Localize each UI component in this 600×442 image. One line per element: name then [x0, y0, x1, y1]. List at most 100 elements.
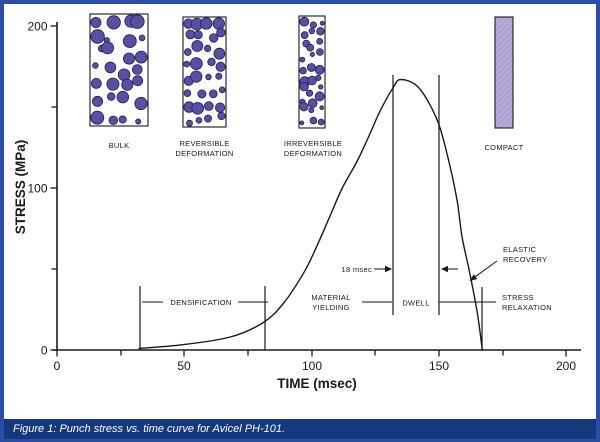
stage-reversible-label-1: REVERSIBLE	[179, 139, 229, 148]
particle-circle	[90, 110, 105, 125]
particle-circle	[183, 89, 192, 97]
particle-circle	[316, 48, 324, 56]
elastic-recovery-label-1: ELASTIC	[503, 245, 537, 254]
particle-circle	[123, 52, 136, 65]
particle-circle	[204, 44, 212, 53]
material-yielding-label-1: MATERIAL	[311, 293, 350, 302]
particle-circle	[106, 15, 121, 30]
particle-circle	[130, 14, 145, 29]
particle-circle	[106, 77, 120, 91]
particle-circle	[92, 95, 104, 107]
stage-compact-label: COMPACT	[484, 143, 523, 152]
x-axis-title: TIME (msec)	[277, 376, 357, 391]
particle-circle	[212, 17, 226, 30]
x-axis-ticks	[56, 350, 567, 357]
stage-bulk-label: BULK	[109, 141, 130, 150]
stage-reversible-label-2: DEFORMATION	[175, 149, 233, 158]
densification-label: DENSIFICATION	[170, 298, 231, 307]
particle-circle	[215, 72, 223, 80]
material-yielding-label-2: YIELDING	[312, 303, 349, 312]
y-axis-ticks	[50, 25, 57, 351]
particle-circle	[308, 107, 315, 114]
dwell-label: DWELL	[402, 299, 429, 308]
particle-circle	[132, 64, 143, 75]
particle-circle	[299, 16, 310, 27]
particle-circle	[309, 21, 317, 29]
y-tick-200: 200	[27, 20, 47, 34]
particle-circle	[314, 91, 325, 102]
particle-circle	[132, 75, 144, 87]
particle-circle	[299, 120, 305, 126]
particle-circle	[307, 75, 317, 86]
stress-relaxation-label-1: STRESS	[502, 293, 534, 302]
particle-circle	[306, 43, 315, 52]
stress-relaxation-label-2: RELAXATION	[502, 303, 552, 312]
particle-circle	[318, 84, 324, 90]
particle-circle	[309, 116, 318, 125]
x-tick-0: 0	[54, 359, 61, 373]
particle-circle	[106, 92, 116, 101]
particle-circle	[209, 89, 218, 99]
stage-compact: COMPACT	[484, 16, 523, 152]
particle-circle	[138, 34, 146, 42]
particle-circle	[134, 96, 148, 111]
particle-circle	[108, 115, 119, 126]
particle-circle	[299, 102, 309, 112]
particle-circle	[317, 118, 325, 126]
particle-circle	[135, 118, 142, 125]
stage-bulk: BULK	[89, 13, 149, 150]
particle-circle	[203, 114, 212, 123]
particle-circle	[305, 89, 314, 97]
particle-circle	[314, 64, 325, 75]
elastic-recovery-label-2: RECOVERY	[503, 255, 547, 264]
y-tick-100: 100	[27, 182, 47, 196]
particle-circle	[116, 90, 130, 104]
particle-circle	[90, 16, 102, 28]
particle-circle	[309, 52, 315, 58]
particle-circle	[121, 78, 134, 91]
x-tick-50: 50	[177, 359, 191, 373]
stage-irreversible-label-2: DEFORMATION	[284, 149, 342, 158]
x-tick-150: 150	[429, 359, 449, 373]
particle-circle	[134, 50, 148, 64]
stress-time-chart: 200 100 0 0 50 100 150 200 TIME (msec) S…	[4, 4, 596, 419]
particle-circle	[186, 119, 193, 127]
particle-circle	[213, 47, 226, 60]
irreversible-particles-illustration	[299, 16, 325, 126]
particle-circle	[217, 111, 226, 121]
stage-irreversible-deformation: IRREVERSIBLE DEFORMATION	[284, 15, 342, 158]
particle-circle	[118, 115, 127, 124]
particle-circle	[195, 117, 203, 124]
stage-reversible-deformation: REVERSIBLE DEFORMATION	[175, 16, 233, 158]
particle-circle	[315, 74, 322, 82]
particle-circle	[92, 62, 99, 69]
stress-curve	[138, 78, 483, 351]
particle-circle	[189, 57, 203, 70]
particle-circle	[191, 40, 204, 52]
particle-circle	[207, 57, 216, 67]
particle-circle	[307, 98, 318, 108]
particle-circle	[101, 41, 114, 55]
y-tick-0: 0	[41, 344, 48, 358]
particle-circle	[122, 34, 137, 48]
particle-circle	[191, 102, 205, 115]
particle-circle	[215, 102, 226, 113]
particle-circle	[319, 20, 325, 26]
elastic-recovery-arrow-icon	[469, 260, 498, 281]
particle-circle	[299, 66, 307, 75]
particle-circle	[193, 30, 203, 40]
x-tick-200: 200	[556, 359, 576, 373]
bulk-particles-illustration	[90, 14, 148, 126]
particle-circle	[197, 89, 207, 99]
particle-circle	[299, 56, 306, 63]
figure-caption: Figure 1: Punch stress vs. time curve fo…	[13, 423, 286, 435]
reversible-particles-illustration	[183, 17, 226, 127]
particle-circle	[300, 31, 309, 39]
particle-circle	[190, 70, 203, 83]
particle-circle	[216, 27, 226, 38]
phase-boundary-lines	[139, 75, 483, 351]
particle-circle	[319, 105, 325, 110]
dwell-duration-label: 18 msec	[342, 265, 372, 274]
particle-circle	[299, 81, 309, 92]
x-tick-100: 100	[302, 359, 322, 373]
